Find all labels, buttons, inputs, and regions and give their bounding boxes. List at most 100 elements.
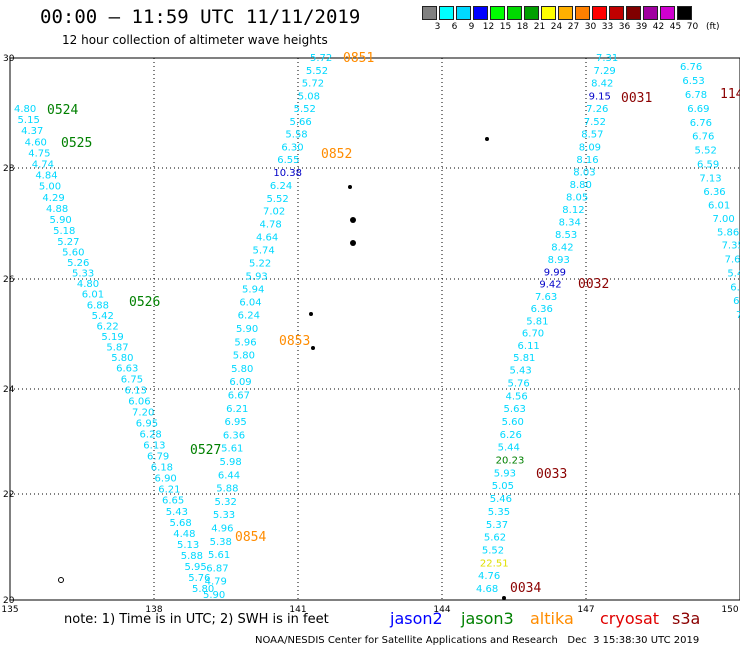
legend-swatch bbox=[609, 6, 624, 20]
track4-value: 6.59 bbox=[697, 160, 719, 171]
track2-value: 6.04 bbox=[239, 297, 261, 308]
track1-value: 4.60 bbox=[25, 137, 47, 148]
track1-value: 6.63 bbox=[116, 364, 138, 375]
legend-swatch bbox=[524, 6, 539, 20]
track1-value: 4.74 bbox=[32, 159, 54, 170]
track2-value: 5.32 bbox=[215, 497, 237, 508]
track2-value: 5.88 bbox=[216, 484, 238, 495]
track4-value: 6.2 bbox=[730, 282, 740, 293]
track3-value: 5.81 bbox=[526, 316, 548, 327]
track3-value: 5.37 bbox=[486, 520, 508, 531]
legend-swatch bbox=[677, 6, 692, 20]
track2-value: 4.64 bbox=[256, 233, 278, 244]
track1-value: 6.01 bbox=[82, 290, 104, 301]
track1-value: 5.18 bbox=[53, 226, 75, 237]
longitude-tick-label: 150 bbox=[721, 605, 738, 615]
track3-value: 5.05 bbox=[492, 481, 514, 492]
island bbox=[311, 346, 315, 350]
track2-value: 5.98 bbox=[220, 457, 242, 468]
legend-swatch bbox=[575, 6, 590, 20]
pass-time-label: 0853 bbox=[279, 334, 310, 349]
altimeter-tracks: 4.805.154.374.604.754.744.845.004.294.88… bbox=[14, 53, 740, 601]
track1-value: 5.00 bbox=[39, 182, 61, 193]
legend-level: 36 bbox=[618, 22, 631, 32]
track4-value: 7.00 bbox=[712, 214, 734, 225]
track2-value: 5.61 bbox=[208, 550, 230, 561]
legend-cryosat: cryosat bbox=[600, 609, 660, 628]
track1-value: 7.20 bbox=[132, 407, 154, 418]
legend-unit: (ft) bbox=[706, 22, 720, 32]
track4-value: 7.6 bbox=[725, 255, 740, 266]
track3-value: 5.46 bbox=[490, 494, 512, 505]
track1-value: 4.88 bbox=[46, 204, 68, 215]
track1-value: 6.06 bbox=[128, 396, 150, 407]
track3-value: 4.76 bbox=[478, 571, 500, 582]
track3-value: 8.80 bbox=[570, 180, 592, 191]
legend-level: 39 bbox=[635, 22, 648, 32]
track4-value: 6.69 bbox=[687, 104, 709, 115]
track3-value: 8.16 bbox=[576, 155, 598, 166]
map-frame bbox=[9, 57, 740, 601]
track2-value: 5.52 bbox=[266, 194, 288, 205]
track1-value: 6.22 bbox=[97, 321, 119, 332]
track1-value: 5.88 bbox=[181, 551, 203, 562]
track1-value: 6.75 bbox=[121, 374, 143, 385]
track2-value: 5.90 bbox=[236, 324, 258, 335]
track3-value: 6.11 bbox=[518, 341, 540, 352]
track4-value: 5.86 bbox=[717, 227, 739, 238]
track3-value: 8.42 bbox=[551, 243, 573, 254]
track4-value: 6.76 bbox=[680, 62, 702, 73]
legend-swatch bbox=[660, 6, 675, 20]
legend-swatch bbox=[626, 6, 641, 20]
track3-value: 5.52 bbox=[482, 545, 504, 556]
track1-value: 6.28 bbox=[140, 430, 162, 441]
track1-value: 5.76 bbox=[188, 573, 210, 584]
legend-level: 15 bbox=[499, 22, 512, 32]
longitude-tick-label: 144 bbox=[433, 605, 450, 615]
legend-level: 24 bbox=[550, 22, 563, 32]
legend-swatch bbox=[473, 6, 488, 20]
track2-value: 6.55 bbox=[277, 155, 299, 166]
track4-value: 6.01 bbox=[708, 201, 730, 212]
track3-value: 8.57 bbox=[581, 130, 603, 141]
track3-value: 5.62 bbox=[484, 533, 506, 544]
legend-s3a: s3a bbox=[672, 609, 701, 628]
track1-value: 5.43 bbox=[166, 507, 188, 518]
track3-value: 7.63 bbox=[535, 292, 557, 303]
track2-value: 5.08 bbox=[298, 91, 320, 102]
track3-value: 7.29 bbox=[594, 66, 616, 77]
legend-jason2: jason2 bbox=[390, 609, 443, 628]
track1-value: 5.26 bbox=[67, 258, 89, 269]
track1-value: 4.48 bbox=[173, 529, 195, 540]
track3-value: 5.93 bbox=[494, 468, 516, 479]
track3-value: 5.35 bbox=[488, 507, 510, 518]
track2-value: 10.38 bbox=[273, 168, 302, 179]
track2-value: 5.80 bbox=[231, 364, 253, 375]
track2-value: 5.96 bbox=[234, 337, 256, 348]
track2-value: 6.87 bbox=[206, 563, 228, 574]
track1-value: 4.80 bbox=[14, 104, 36, 115]
pass-time-label: 0033 bbox=[536, 467, 567, 482]
track3-value: 8.42 bbox=[591, 79, 613, 90]
track1-value: 5.90 bbox=[50, 215, 72, 226]
track2-value: 5.38 bbox=[210, 537, 232, 548]
legend-level: 33 bbox=[601, 22, 614, 32]
track4-value: 6.53 bbox=[682, 76, 704, 87]
track4-value: 6.76 bbox=[692, 132, 714, 143]
map-subtitle: 12 hour collection of altimeter wave hei… bbox=[62, 33, 328, 47]
track3-value: 5.76 bbox=[507, 378, 529, 389]
track3-value: 6.70 bbox=[522, 329, 544, 340]
longitude-tick-label: 147 bbox=[577, 605, 594, 615]
legend-level: 18 bbox=[516, 22, 529, 32]
pass-time-label: 0854 bbox=[235, 530, 266, 545]
island bbox=[348, 185, 352, 189]
legend-level: 3 bbox=[434, 22, 441, 32]
longitude-tick-label: 135 bbox=[1, 605, 18, 615]
track3-value: 9.99 bbox=[544, 267, 566, 278]
map-grid bbox=[9, 57, 740, 601]
track2-value: 6.36 bbox=[223, 430, 245, 441]
track2-value: 7.02 bbox=[263, 207, 285, 218]
track1-value: 5.15 bbox=[18, 115, 40, 126]
track1-value: 4.75 bbox=[28, 148, 50, 159]
